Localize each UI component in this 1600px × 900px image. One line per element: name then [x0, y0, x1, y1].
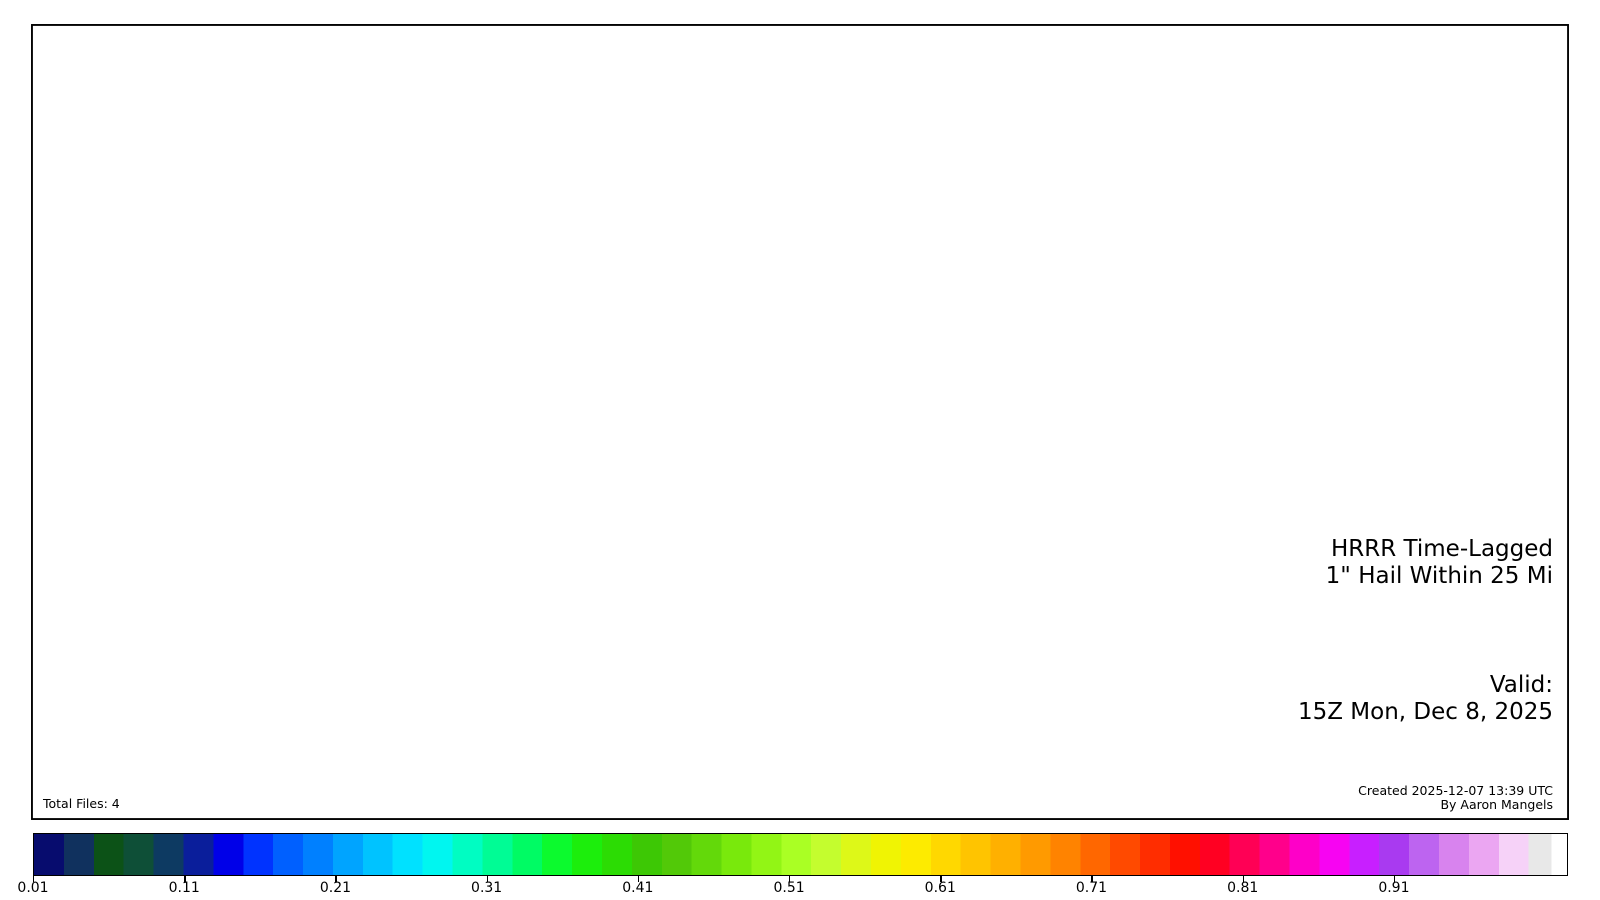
- title-line1: HRRR Time-Lagged: [1331, 536, 1553, 562]
- colorbar-tick: [486, 876, 489, 882]
- colorbar-tick: [335, 876, 337, 882]
- created-timestamp: Created 2025-12-07 13:39 UTC: [1358, 783, 1553, 798]
- colorbar-tick-label: 0.91: [1378, 880, 1410, 896]
- colorbar-tick: [1242, 876, 1245, 882]
- conus-county-map: [31, 24, 1569, 820]
- title-line2: 1" Hail Within 25 Mi: [1325, 563, 1553, 589]
- colorbar-tick-label: 0.41: [622, 880, 654, 896]
- colorbar-tick-label: 0.81: [1227, 880, 1259, 896]
- probability-colorbar: [33, 833, 1568, 876]
- colorbar-tick-label: 0.71: [1075, 880, 1108, 896]
- colorbar-tick-label: 0.51: [773, 880, 805, 896]
- colorbar-tick: [184, 876, 186, 882]
- colorbar-tick-label: 0.61: [924, 880, 956, 896]
- colorbar-tick: [1393, 876, 1396, 882]
- creation-credit-block: Created 2025-12-07 13:39 UTC By Aaron Man…: [1358, 784, 1553, 812]
- colorbar-tick: [789, 876, 791, 882]
- map-title: HRRR Time-Lagged 1" Hail Within 25 Mi: [1326, 536, 1553, 590]
- valid-label: Valid:: [1489, 672, 1553, 698]
- map-frame: [31, 24, 1569, 820]
- colorbar-tick: [940, 876, 942, 882]
- colorbar-tick-label: 0.31: [471, 880, 503, 896]
- colorbar-tick-label: 0.11: [168, 880, 200, 896]
- total-files-label: Total Files: 4: [43, 796, 120, 811]
- colorbar-tick: [1091, 876, 1093, 882]
- colorbar-tick-label: 0.01: [17, 880, 49, 896]
- colorbar-tick: [33, 876, 35, 882]
- valid-datetime: 15Z Mon, Dec 8, 2025: [1297, 699, 1553, 725]
- valid-time-block: Valid: 15Z Mon, Dec 8, 2025: [1298, 672, 1553, 726]
- colorbar-tick: [637, 876, 640, 882]
- author-credit: By Aaron Mangels: [1440, 797, 1553, 812]
- colorbar-tick-label: 0.21: [319, 880, 352, 896]
